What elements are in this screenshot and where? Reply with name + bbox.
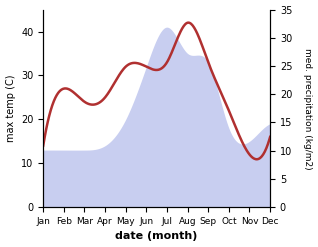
Y-axis label: max temp (C): max temp (C) xyxy=(5,75,16,142)
X-axis label: date (month): date (month) xyxy=(115,231,198,242)
Y-axis label: med. precipitation (kg/m2): med. precipitation (kg/m2) xyxy=(303,48,313,169)
